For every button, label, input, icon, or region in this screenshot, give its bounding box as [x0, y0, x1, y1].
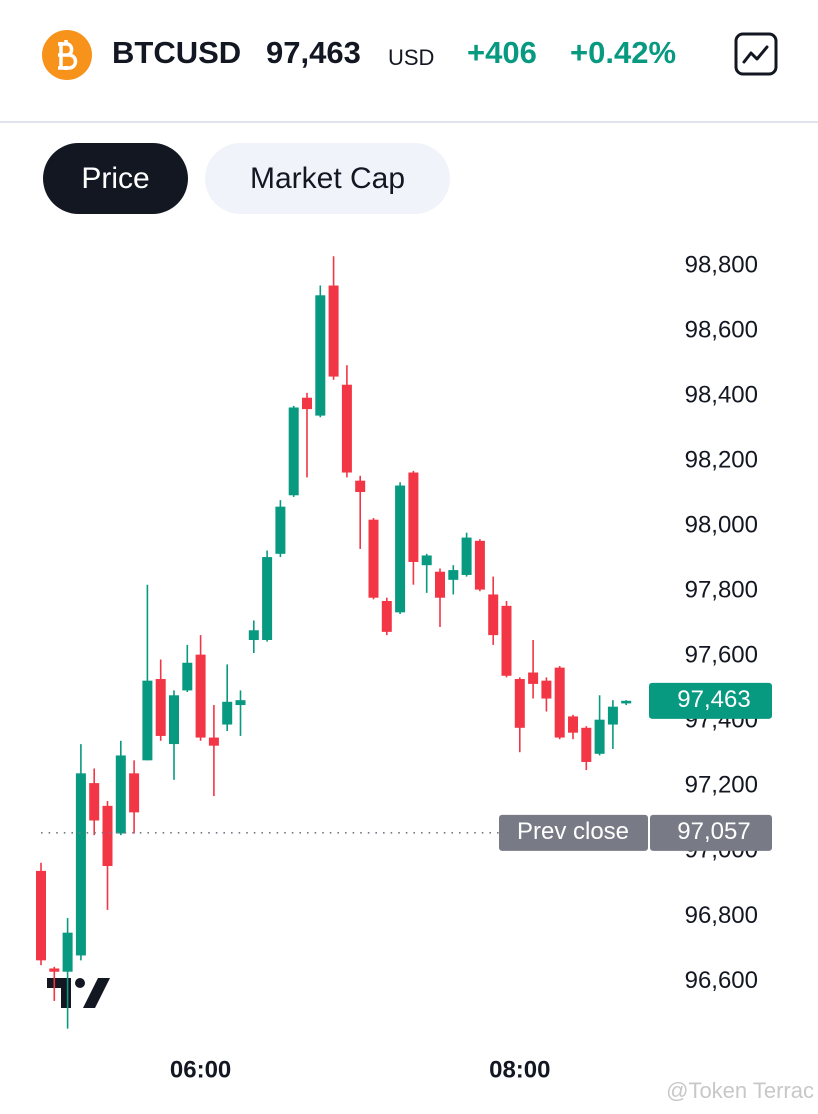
coin-glyph — [58, 40, 78, 70]
symbol: BTCUSD — [112, 35, 241, 70]
tab-price[interactable] — [43, 143, 188, 214]
candle-body — [275, 506, 286, 554]
candle-body — [182, 662, 193, 691]
candle-body — [501, 605, 512, 676]
candle-body — [208, 737, 219, 746]
tab-label: Price — [81, 162, 149, 195]
candle-body — [528, 672, 539, 684]
prev-close-price: 97,057 — [677, 818, 750, 845]
candle-body — [421, 555, 432, 566]
candle-body — [195, 654, 206, 738]
y-tick-label: 98,600 — [685, 316, 758, 343]
candle-body — [594, 719, 605, 754]
candle-body — [89, 783, 100, 821]
candle-body — [288, 407, 299, 496]
candle-body — [62, 932, 73, 972]
y-tick-label: 98,400 — [685, 381, 758, 408]
candle-body — [448, 570, 459, 580]
candle-body — [621, 700, 632, 704]
candle-body — [302, 397, 312, 410]
x-tick-label: 08:00 — [489, 1056, 550, 1083]
candle-body — [142, 680, 153, 761]
candle-body — [408, 472, 419, 562]
prev-close-name: Prev close — [517, 818, 629, 845]
candle-body — [488, 594, 499, 636]
candle-body — [568, 716, 578, 733]
candle-body — [49, 968, 60, 972]
y-tick-label: 97,200 — [685, 772, 758, 799]
chart-type-icon — [742, 45, 769, 64]
candle-body — [75, 773, 86, 956]
y-tick-label: 96,800 — [685, 902, 758, 929]
tab-market-cap[interactable] — [205, 143, 450, 214]
candle-body — [355, 480, 366, 493]
candle-body — [368, 519, 379, 598]
candle-body — [395, 485, 406, 613]
candle-body — [541, 680, 552, 699]
candle-body — [341, 384, 352, 473]
chart-type-button[interactable] — [734, 32, 778, 76]
y-tick-label: 98,200 — [685, 446, 758, 473]
y-tick-label: 98,800 — [685, 251, 758, 278]
candle-body — [169, 695, 179, 745]
logo — [47, 978, 110, 1008]
candle-body — [461, 537, 472, 575]
last-price-tag — [649, 682, 772, 719]
watermark: @Token Terrac — [666, 1078, 814, 1103]
candle-body — [581, 727, 592, 762]
candle-body — [514, 679, 525, 728]
y-tick-label: 98,000 — [685, 512, 758, 539]
change: +406 — [467, 35, 537, 70]
candle-body — [235, 700, 246, 706]
last-price: 97,463 — [677, 686, 750, 713]
change-percent: +0.42% — [570, 35, 676, 70]
candle-body — [248, 630, 259, 640]
currency: USD — [388, 45, 434, 70]
candle-body — [222, 701, 233, 725]
candle-body — [102, 805, 113, 867]
candle-body — [115, 755, 126, 834]
candle-body — [554, 667, 565, 738]
candle-body — [474, 540, 485, 590]
candle-body — [607, 706, 618, 725]
candle-body — [262, 557, 273, 640]
prev-close-tag — [499, 814, 648, 851]
tab-label: Market Cap — [250, 162, 405, 195]
candle-body — [129, 773, 140, 813]
y-tick-label: 97,800 — [685, 577, 758, 604]
candle-body — [381, 600, 392, 632]
y-tick-label: 97,600 — [685, 642, 758, 669]
x-tick-label: 06:00 — [170, 1056, 231, 1083]
candle-body — [315, 295, 326, 416]
candle-body — [435, 571, 445, 598]
candle-body — [155, 679, 166, 736]
prev-close-price-tag — [650, 814, 772, 851]
price: 97,463 — [266, 35, 361, 70]
candle-body — [328, 285, 339, 377]
candle-body — [36, 870, 46, 961]
y-tick-label: 96,600 — [685, 967, 758, 994]
